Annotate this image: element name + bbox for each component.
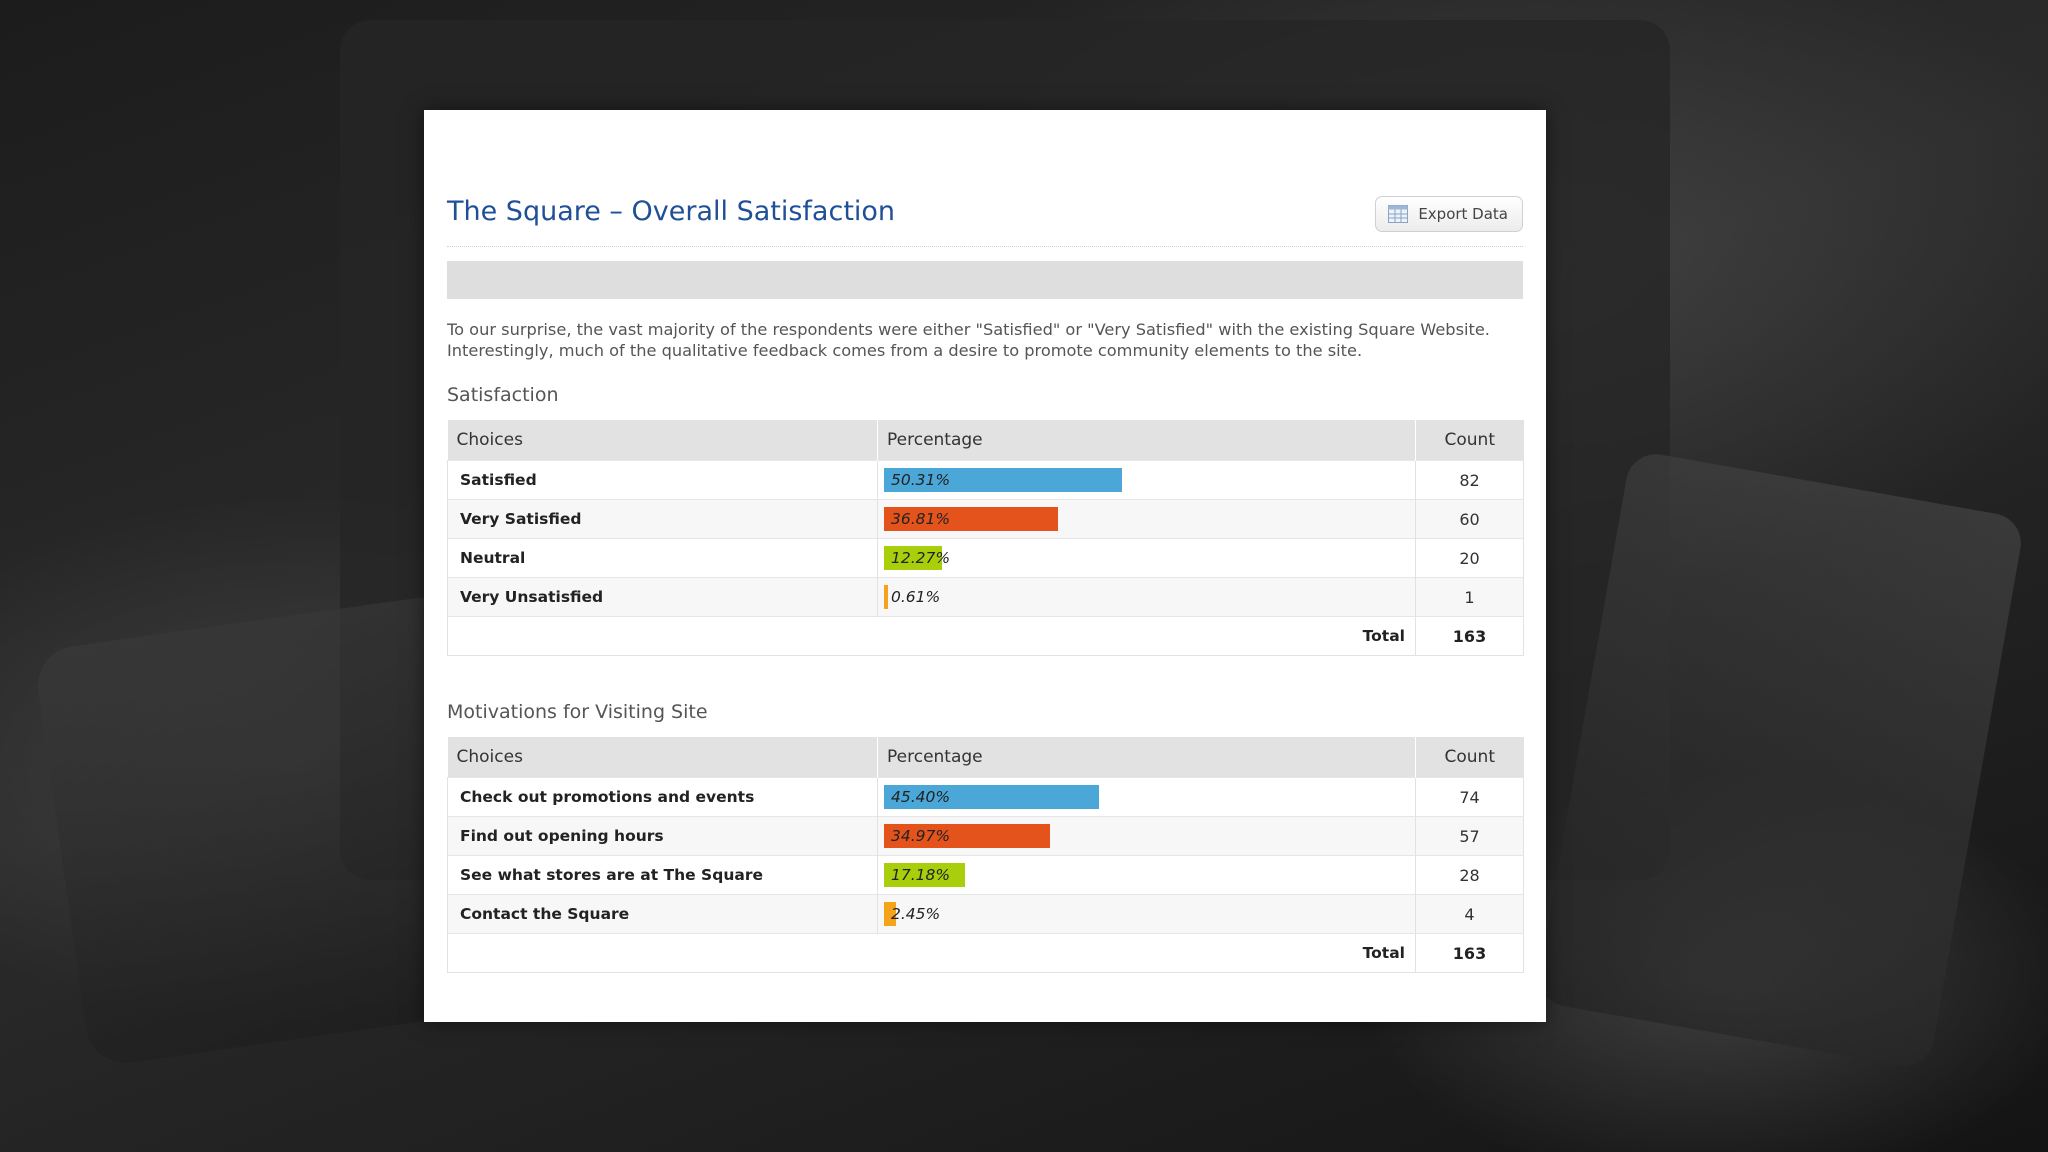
percentage-cell: 34.97%: [877, 816, 1416, 856]
table-header-row: Choices Percentage Count: [447, 420, 1524, 461]
count-value: 1: [1415, 577, 1524, 617]
choice-label: Check out promotions and events: [447, 777, 878, 817]
total-label: Total: [447, 616, 1416, 656]
table-row: Satisfied 50.31% 82: [447, 460, 1524, 500]
count-value: 74: [1415, 777, 1524, 817]
choice-label: Very Unsatisfied: [447, 577, 878, 617]
total-row: Total 163: [447, 616, 1524, 656]
report-content: The Square – Overall Satisfaction Export…: [447, 186, 1524, 973]
choice-label: Contact the Square: [447, 894, 878, 934]
total-row: Total 163: [447, 933, 1524, 973]
table-row: Contact the Square 2.45% 4: [447, 894, 1524, 934]
choice-label: Very Satisfied: [447, 499, 878, 539]
choice-label: Neutral: [447, 538, 878, 578]
percentage-bar: [884, 824, 1050, 848]
report-header: The Square – Overall Satisfaction Export…: [447, 186, 1523, 247]
percentage-cell: 2.45%: [877, 894, 1416, 934]
count-value: 82: [1415, 460, 1524, 500]
percentage-label: 50.31%: [891, 471, 951, 489]
count-value: 57: [1415, 816, 1524, 856]
total-label: Total: [447, 933, 1416, 973]
percentage-label: 17.18%: [891, 866, 951, 884]
total-value: 163: [1415, 933, 1524, 973]
percentage-cell: 17.18%: [877, 855, 1416, 895]
toolbar-strip: [447, 261, 1523, 299]
column-header-choices[interactable]: Choices: [447, 737, 878, 778]
table-row: See what stores are at The Square 17.18%…: [447, 855, 1524, 895]
table-row: Find out opening hours 34.97% 57: [447, 816, 1524, 856]
table-row: Very Unsatisfied 0.61% 1: [447, 577, 1524, 617]
report-panel: The Square – Overall Satisfaction Export…: [424, 110, 1546, 1022]
section-title-satisfaction: Satisfaction: [447, 384, 559, 406]
spreadsheet-icon: [1388, 205, 1409, 223]
export-data-label: Export Data: [1418, 205, 1508, 223]
table-header-row: Choices Percentage Count: [447, 737, 1524, 778]
page-title: The Square – Overall Satisfaction: [447, 196, 896, 227]
column-header-percentage[interactable]: Percentage: [877, 420, 1416, 461]
percentage-cell: 50.31%: [877, 460, 1416, 500]
percentage-label: 36.81%: [891, 510, 951, 528]
count-value: 60: [1415, 499, 1524, 539]
column-header-count[interactable]: Count: [1415, 737, 1524, 778]
percentage-bar: [884, 585, 888, 609]
percentage-cell: 45.40%: [877, 777, 1416, 817]
column-header-percentage[interactable]: Percentage: [877, 737, 1416, 778]
percentage-cell: 0.61%: [877, 577, 1416, 617]
percentage-cell: 36.81%: [877, 499, 1416, 539]
satisfaction-rows: Satisfied 50.31% 82 Very Satisfied: [447, 460, 1524, 656]
table-row: Check out promotions and events 45.40% 7…: [447, 777, 1524, 817]
table-row: Neutral 12.27% 20: [447, 538, 1524, 578]
count-value: 28: [1415, 855, 1524, 895]
percentage-cell: 12.27%: [877, 538, 1416, 578]
column-header-choices[interactable]: Choices: [447, 420, 878, 461]
percentage-bar: [884, 902, 896, 926]
percentage-label: 34.97%: [891, 827, 951, 845]
percentage-label: 45.40%: [891, 788, 951, 806]
percentage-bar: [884, 546, 942, 570]
motivations-table: Choices Percentage Count Check out promo…: [447, 737, 1524, 973]
percentage-label: 2.45%: [891, 905, 941, 923]
percentage-bar: [884, 507, 1058, 531]
percentage-bar: [884, 863, 965, 887]
choice-label: Find out opening hours: [447, 816, 878, 856]
motivations-rows: Check out promotions and events 45.40% 7…: [447, 777, 1524, 973]
percentage-label: 0.61%: [891, 588, 941, 606]
export-data-button[interactable]: Export Data: [1375, 196, 1523, 232]
section-title-motivations: Motivations for Visiting Site: [447, 701, 708, 723]
count-value: 4: [1415, 894, 1524, 934]
count-value: 20: [1415, 538, 1524, 578]
percentage-bar: [884, 785, 1099, 809]
choice-label: See what stores are at The Square: [447, 855, 878, 895]
satisfaction-table: Choices Percentage Count Satisfied 50.31…: [447, 420, 1524, 656]
percentage-label: 12.27%: [891, 549, 951, 567]
total-value: 163: [1415, 616, 1524, 656]
percentage-bar: [884, 468, 1122, 492]
intro-paragraph: To our surprise, the vast majority of th…: [447, 320, 1490, 360]
table-row: Very Satisfied 36.81% 60: [447, 499, 1524, 539]
column-header-count[interactable]: Count: [1415, 420, 1524, 461]
choice-label: Satisfied: [447, 460, 878, 500]
